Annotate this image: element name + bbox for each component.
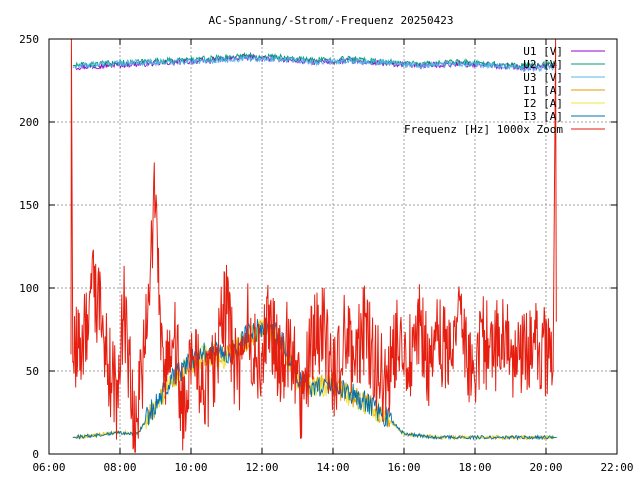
y-tick-label: 250 bbox=[19, 33, 39, 46]
series-line bbox=[72, 51, 557, 69]
legend-label: I3 [A] bbox=[523, 110, 563, 123]
legend-label: I2 [A] bbox=[523, 97, 563, 110]
x-tick-label: 12:00 bbox=[245, 461, 278, 474]
x-tick-label: 14:00 bbox=[316, 461, 349, 474]
legend-label: Frequenz [Hz] 1000x Zoom bbox=[404, 123, 563, 136]
ticks: 06:00 08:00 10:00 12:00 14:00 16:00 18:00 20:00… bbox=[19, 33, 633, 474]
x-tick-label: 10:00 bbox=[174, 461, 207, 474]
y-tick-label: 50 bbox=[26, 365, 39, 378]
y-tick-label: 200 bbox=[19, 116, 39, 129]
x-tick-label: 08:00 bbox=[103, 461, 136, 474]
x-tick-label: 16:00 bbox=[387, 461, 420, 474]
legend-label: U3 [V] bbox=[523, 71, 563, 84]
legend-label: U2 [V] bbox=[523, 58, 563, 71]
x-tick-label: 22:00 bbox=[600, 461, 633, 474]
plot-series bbox=[70, 38, 557, 453]
x-tick-label: 06:00 bbox=[32, 461, 65, 474]
series-line bbox=[72, 54, 557, 73]
series-line bbox=[70, 38, 557, 453]
legend-label: I1 [A] bbox=[523, 84, 563, 97]
x-tick-label: 18:00 bbox=[458, 461, 491, 474]
y-tick-label: 0 bbox=[32, 448, 39, 461]
chart-title: AC-Spannung/-Strom/-Frequenz 20250423 bbox=[208, 14, 453, 27]
legend: U1 [V]U2 [V]U3 [V]I1 [A]I2 [A]I3 [A]Freq… bbox=[404, 45, 605, 136]
legend-label: U1 [V] bbox=[523, 45, 563, 58]
series-line bbox=[72, 317, 557, 441]
y-tick-label: 150 bbox=[19, 199, 39, 212]
y-tick-label: 100 bbox=[19, 282, 39, 295]
x-tick-label: 20:00 bbox=[529, 461, 562, 474]
